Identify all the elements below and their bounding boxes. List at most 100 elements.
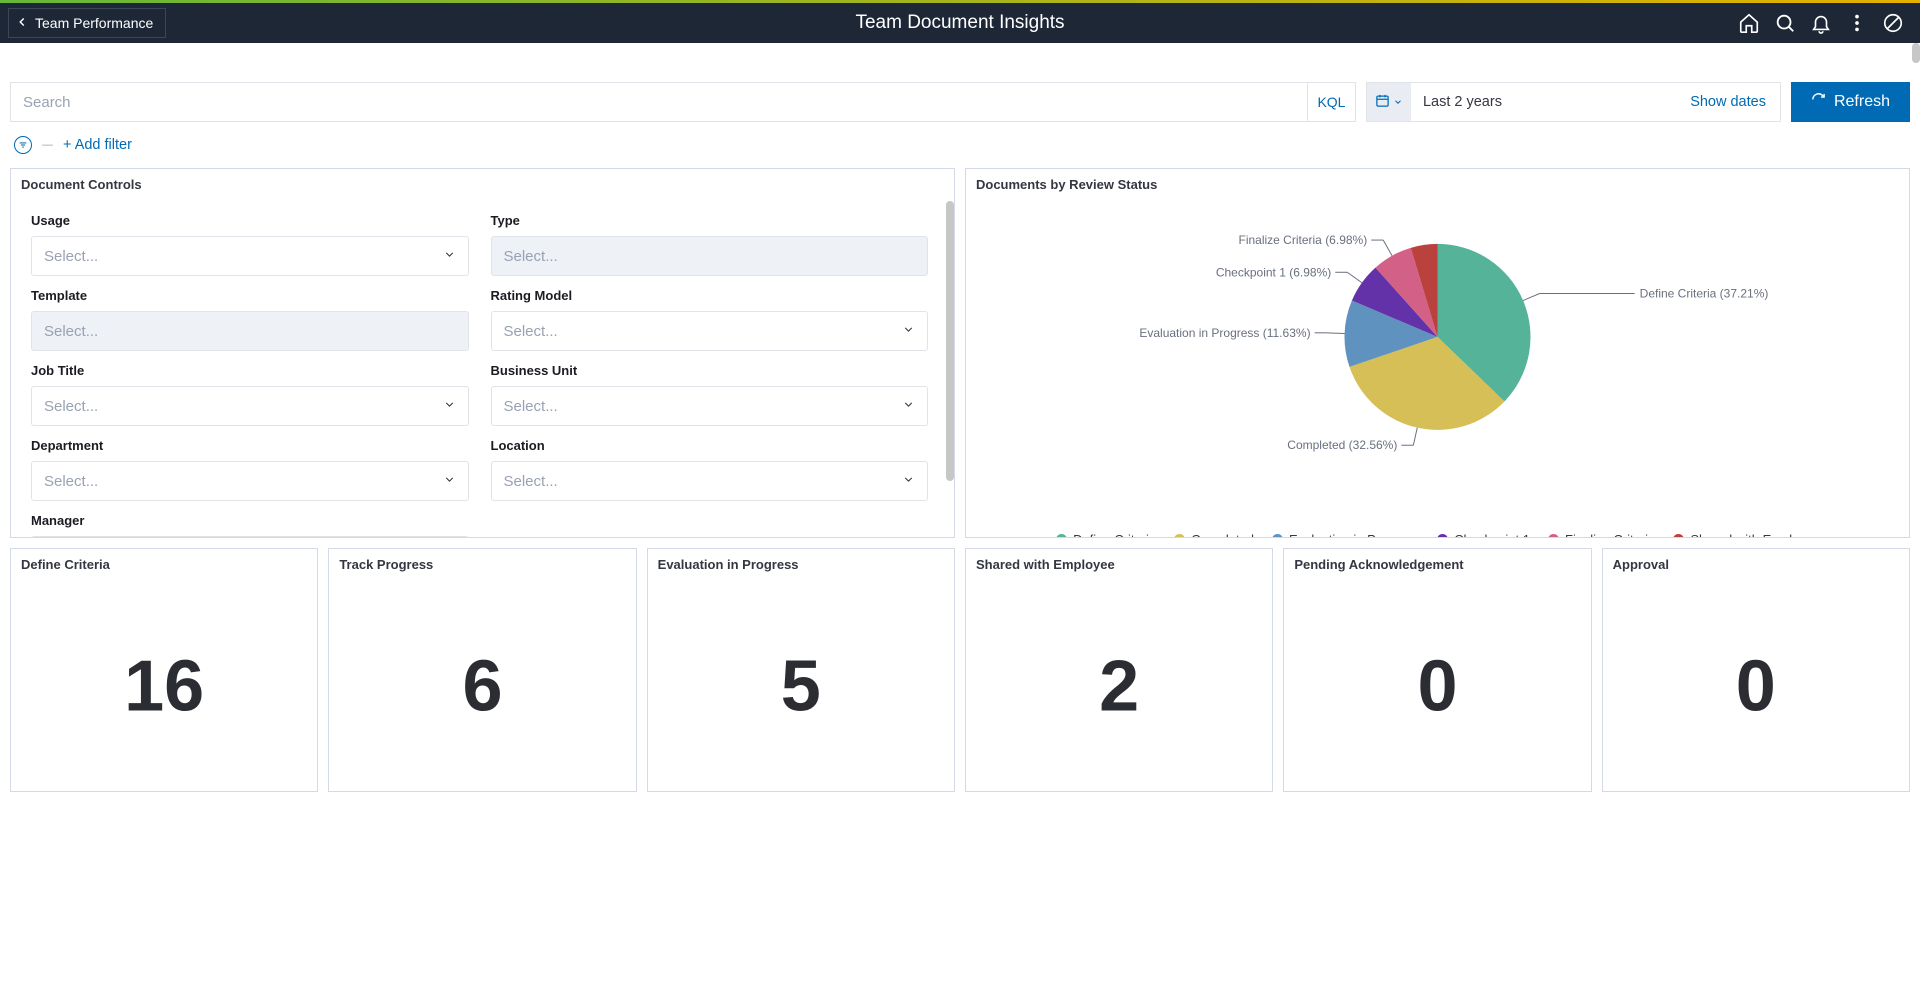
control-select[interactable]: Select... (491, 386, 929, 426)
filter-toggle-icon[interactable] (14, 136, 32, 154)
control-select: Select... (491, 236, 929, 276)
select-placeholder: Select... (44, 248, 98, 265)
chevron-left-icon (15, 15, 29, 32)
chevron-down-icon (443, 398, 456, 415)
chevron-down-icon (902, 323, 915, 340)
metric-title: Pending Acknowledgement (1284, 549, 1590, 580)
chevron-down-icon (443, 473, 456, 490)
metric-value: 16 (124, 645, 204, 727)
metric-value: 5 (781, 645, 821, 727)
legend-swatch (1056, 534, 1067, 538)
control-field: TypeSelect... (491, 201, 929, 276)
panel-title: Documents by Review Status (966, 169, 1909, 198)
control-label: Usage (31, 213, 469, 228)
control-select[interactable]: Select... (31, 236, 469, 276)
metric-card[interactable]: Approval0 (1602, 548, 1910, 792)
legend-swatch (1174, 534, 1185, 538)
select-placeholder: Select... (504, 248, 558, 265)
legend-label: Evaluation in Progress (1289, 532, 1419, 538)
control-field: Template Select... (31, 276, 469, 351)
bell-icon[interactable] (1810, 12, 1832, 34)
pie-slice-label: Evaluation in Progress (11.63%) (1139, 326, 1310, 340)
metric-card[interactable]: Evaluation in Progress 5 (647, 548, 955, 792)
metric-value: 2 (1099, 645, 1139, 727)
date-range-text[interactable]: Last 2 years (1411, 83, 1676, 121)
select-placeholder: Select... (44, 398, 98, 415)
metric-card[interactable]: Track Progress 6 (328, 548, 636, 792)
chevron-down-icon (902, 473, 915, 490)
control-select: Select... (31, 311, 469, 351)
filter-row: — + Add filter (10, 136, 1910, 154)
legend-item[interactable]: Checkpoint 1 (1437, 532, 1530, 538)
header-icon-group (1738, 12, 1912, 34)
metrics-row: Define Criteria 16 Track Progress 6 Evaluati… (10, 548, 1910, 792)
pie-slice-label: Completed (32.56%) (1287, 438, 1397, 452)
legend-swatch (1548, 534, 1559, 538)
select-placeholder: Select... (504, 323, 558, 340)
metric-card[interactable]: Shared with Employee 2 (965, 548, 1273, 792)
chevron-down-icon (443, 248, 456, 265)
control-select[interactable]: Select... (31, 461, 469, 501)
breadcrumb-back[interactable]: Team Performance (8, 8, 166, 38)
date-picker-button[interactable] (1367, 83, 1411, 121)
app-header: Team Performance Team Document Insights (0, 3, 1920, 43)
legend-item[interactable]: Completed (1174, 532, 1254, 538)
search-icon[interactable] (1774, 12, 1796, 34)
search-input-wrap: KQL (10, 82, 1356, 122)
control-select[interactable]: Select... (491, 461, 929, 501)
select-placeholder: Select... (504, 398, 558, 415)
home-icon[interactable] (1738, 12, 1760, 34)
control-label: Location (491, 438, 929, 453)
control-field: Job Title Select... (31, 351, 469, 426)
refresh-button[interactable]: Refresh (1791, 82, 1910, 122)
controls-scrollbar[interactable] (946, 201, 954, 481)
panel-title: Document Controls (11, 169, 954, 198)
control-select[interactable]: Select... (31, 386, 469, 426)
show-dates-button[interactable]: Show dates (1676, 83, 1780, 121)
pie-body: Define Criteria (37.21%) Completed (32.56… (966, 201, 1909, 537)
kql-button[interactable]: KQL (1307, 83, 1355, 121)
legend-label: Define Criteria (1073, 532, 1156, 538)
control-select[interactable]: Select... (31, 536, 469, 537)
legend-label: Completed (1191, 532, 1254, 538)
metric-value: 6 (462, 645, 502, 727)
legend-item[interactable]: Define Criteria (1056, 532, 1156, 538)
pie-slice-label: Define Criteria (37.21%) (1640, 286, 1769, 300)
control-field: Location Select... (491, 426, 929, 501)
legend-item[interactable]: Evaluation in Progress (1272, 532, 1419, 538)
metric-title: Track Progress (329, 549, 635, 580)
page-title: Team Document Insights (855, 12, 1064, 34)
control-select[interactable]: Select... (491, 311, 929, 351)
legend-item[interactable]: Shared with Employ… (1673, 532, 1819, 538)
calendar-icon (1375, 93, 1390, 111)
legend-item[interactable]: Finalize Criteria (1548, 532, 1655, 538)
control-label: Manager (31, 513, 469, 528)
panels-row: Document Controls UsageSelect...TypeSele… (10, 168, 1910, 538)
kebab-menu-icon[interactable] (1846, 12, 1868, 34)
refresh-label: Refresh (1834, 93, 1890, 111)
metric-title: Define Criteria (11, 549, 317, 580)
pie-legend: Define Criteria Completed Evaluation in Pr… (966, 524, 1909, 538)
metric-value: 0 (1736, 645, 1776, 727)
control-field: Usage Select... (31, 201, 469, 276)
add-filter-button[interactable]: + Add filter (63, 137, 132, 153)
select-placeholder: Select... (504, 473, 558, 490)
legend-label: Shared with Employ… (1690, 532, 1819, 538)
control-label: Template (31, 288, 469, 303)
pie-slice-label: Checkpoint 1 (6.98%) (1216, 265, 1331, 279)
metric-title: Evaluation in Progress (648, 549, 954, 580)
select-placeholder: Select... (44, 473, 98, 490)
page-scrollbar[interactable] (1912, 43, 1920, 63)
breadcrumb-label: Team Performance (35, 15, 153, 31)
control-label: Job Title (31, 363, 469, 378)
search-input[interactable] (11, 83, 1307, 121)
chevron-down-icon (1393, 94, 1403, 110)
legend-swatch (1272, 534, 1283, 538)
search-bar: KQL Last 2 years Show dates Refresh (10, 82, 1910, 122)
metric-card[interactable]: Define Criteria 16 (10, 548, 318, 792)
metric-card[interactable]: Pending Acknowledgement0 (1283, 548, 1591, 792)
pie-slice-label: Finalize Criteria (6.98%) (1239, 233, 1368, 247)
compass-icon[interactable] (1882, 12, 1904, 34)
metric-title: Shared with Employee (966, 549, 1272, 580)
pie-chart: Define Criteria (37.21%) Completed (32.56… (966, 201, 1909, 524)
